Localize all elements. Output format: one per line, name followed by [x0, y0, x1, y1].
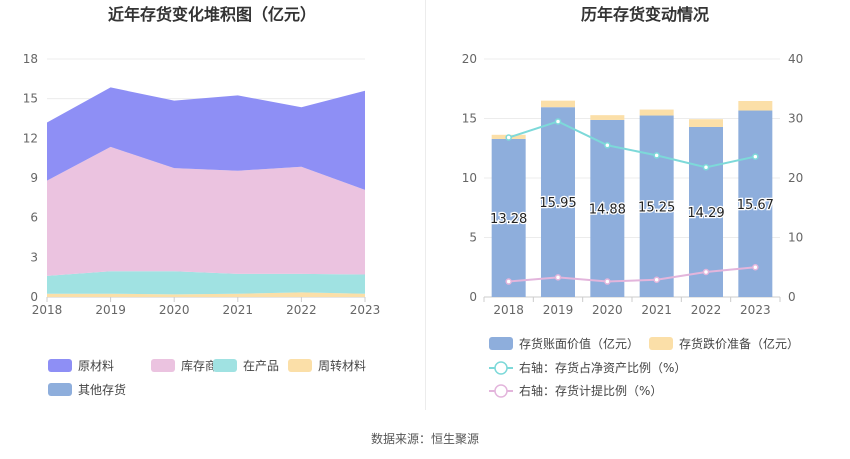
y-tick-label: 0: [469, 290, 477, 304]
y-tick-label: 20: [462, 52, 477, 66]
line-point: [702, 268, 710, 276]
x-tick-label: 2023: [350, 303, 381, 317]
legend-swatch: [213, 359, 237, 372]
line-point: [505, 134, 512, 141]
y-tick-label: 18: [23, 52, 38, 66]
legend-swatch: [48, 359, 72, 372]
x-tick-label: 2018: [32, 303, 63, 317]
y-tick-label: 12: [23, 131, 38, 145]
legend-marker: [494, 361, 508, 375]
x-tick-label: 2021: [641, 303, 672, 317]
chart-title: 历年存货变动情况: [581, 5, 709, 24]
line-point: [554, 118, 562, 125]
legend-label: 在产品: [243, 359, 279, 373]
y-tick-label: 5: [469, 231, 477, 245]
bar-book-value: [639, 115, 674, 298]
area-finished-goods: [47, 271, 365, 295]
y2-tick-label: 40: [788, 52, 803, 66]
legend-label: 原材料: [78, 359, 114, 373]
line-point: [702, 164, 710, 171]
bar-data-label: 15.25: [638, 200, 675, 215]
bar-data-label: 14.88: [589, 202, 626, 217]
y2-tick-label: 0: [788, 290, 796, 304]
legend-swatch: [649, 337, 673, 350]
y2-tick-label: 30: [788, 112, 803, 126]
bar-impairment-provision: [590, 115, 625, 120]
legend-label: 存货跌价准备（亿元）: [679, 336, 799, 351]
bar-data-label: 13.28: [490, 212, 527, 227]
bar-impairment-provision: [689, 119, 723, 127]
y-tick-label: 6: [30, 211, 38, 225]
line-point: [505, 278, 512, 285]
bar-book-value: [689, 126, 723, 297]
bar-data-label: 15.67: [737, 198, 774, 213]
legend-label: 右轴：存货计提比例（%）: [519, 383, 662, 398]
x-tick-label: 2022: [286, 303, 317, 317]
y-tick-label: 3: [30, 250, 38, 264]
bar-impairment-provision: [738, 101, 773, 111]
x-tick-label: 2021: [223, 303, 254, 317]
bar-book-value: [541, 107, 575, 297]
y2-tick-label: 10: [788, 231, 803, 245]
data-source-note: 数据来源：恒生聚源: [370, 432, 479, 446]
bar-book-value: [491, 138, 526, 297]
bar-data-label: 15.95: [539, 196, 576, 211]
legend-swatch: [48, 383, 72, 396]
line-point: [752, 153, 759, 160]
bar-impairment-provision: [541, 100, 575, 108]
legend-label: 右轴：存货占净资产比例（%）: [519, 360, 686, 375]
legend-label: 存货账面价值（亿元）: [519, 336, 639, 351]
x-tick-label: 2020: [592, 303, 623, 317]
x-tick-label: 2019: [543, 303, 574, 317]
y-tick-label: 10: [462, 171, 477, 185]
legend-label: 其他存货: [78, 382, 126, 397]
line-provision-ratio: [508, 266, 756, 283]
line-point: [752, 264, 759, 271]
y2-tick-label: 20: [788, 171, 803, 185]
line-point: [604, 142, 611, 149]
x-tick-label: 2023: [740, 303, 771, 317]
x-tick-label: 2018: [493, 303, 524, 317]
area-work-in-progress: [47, 146, 365, 276]
bar-impairment-provision: [639, 109, 674, 116]
chart-title: 近年存货变化堆积图（亿元）: [108, 5, 316, 24]
legend-swatch: [288, 359, 312, 372]
bar-data-label: 14.29: [687, 206, 724, 221]
x-tick-label: 2019: [95, 303, 126, 317]
area-raw-material: [47, 292, 365, 297]
line-point: [554, 274, 562, 281]
y-tick-label: 0: [30, 290, 38, 304]
legend-swatch: [151, 359, 175, 372]
line-point: [653, 276, 660, 283]
x-tick-label: 2020: [159, 303, 190, 317]
bar-book-value: [590, 119, 625, 297]
x-tick-label: 2022: [691, 303, 722, 317]
y-tick-label: 15: [23, 92, 38, 106]
area-turnover-material: [47, 87, 365, 190]
panel-divider: [425, 0, 426, 410]
legend-label: 周转材料: [318, 358, 366, 373]
legend-swatch: [489, 337, 513, 350]
y-tick-label: 15: [462, 112, 477, 126]
stacked-area-chart: 近年存货变化堆积图（亿元） 0 3 6 9 12 15 18 2018 2019 2020 2021…: [23, 5, 381, 397]
line-point: [604, 278, 611, 285]
legend-marker: [494, 384, 508, 398]
y-tick-label: 9: [30, 171, 38, 185]
line-point: [653, 152, 660, 159]
line-inventory-to-net-assets: [508, 120, 756, 169]
